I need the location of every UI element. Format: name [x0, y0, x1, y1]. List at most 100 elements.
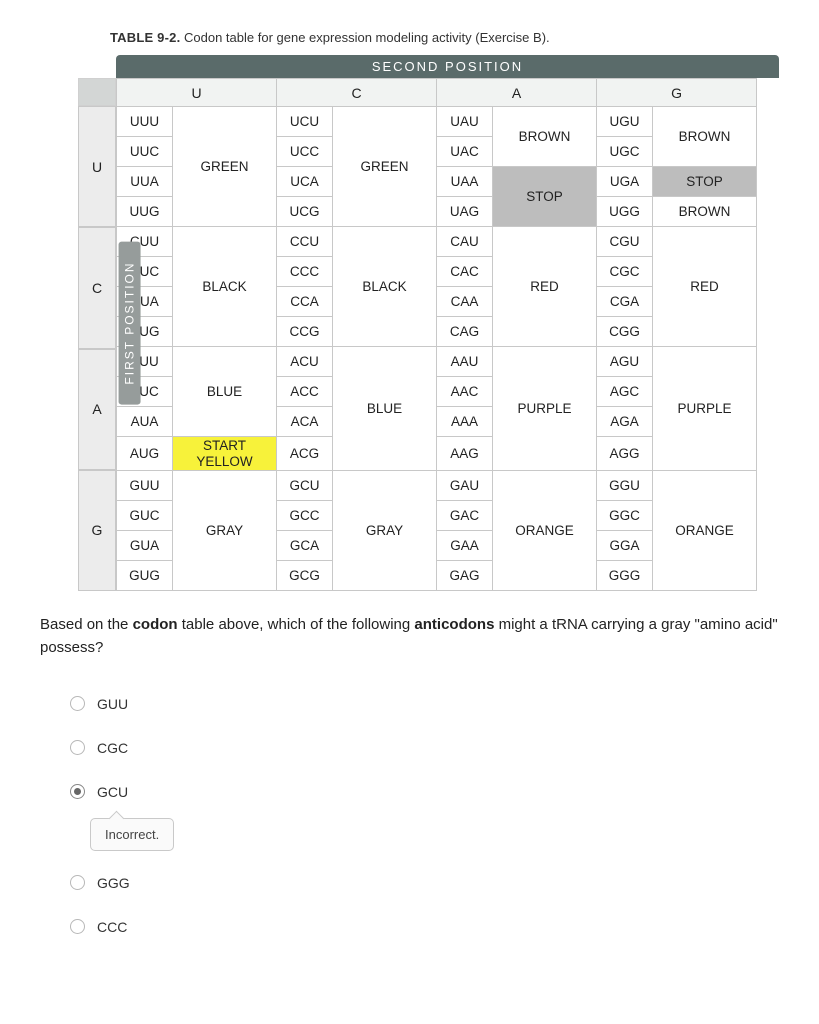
col-header-U: U [117, 79, 277, 107]
feedback-bubble: Incorrect. [90, 818, 174, 851]
choice-label: CGC [97, 740, 128, 756]
codon-cell: GGA [597, 531, 653, 561]
col-header-G: G [597, 79, 757, 107]
codon-cell: CGC [597, 257, 653, 287]
answer-choice[interactable]: CGC [40, 726, 779, 770]
codon-cell: UAC [437, 137, 493, 167]
codon-cell: CAG [437, 317, 493, 347]
codon-cell: GUU [117, 471, 173, 501]
codon-cell: CGU [597, 227, 653, 257]
codon-cell: AGC [597, 377, 653, 407]
codon-cell: CAA [437, 287, 493, 317]
codon-cell: UGA [597, 167, 653, 197]
codon-cell: AUA [117, 407, 173, 437]
radio-icon[interactable] [70, 875, 85, 890]
codon-cell: UUG [117, 197, 173, 227]
aa-cell: STARTYELLOW [173, 437, 277, 471]
codon-cell: UCC [277, 137, 333, 167]
caption-text: Codon table for gene expression modeling… [184, 30, 550, 45]
question-text: Based on the codon table above, which of… [40, 613, 779, 660]
aa-cell: BLACK [333, 227, 437, 347]
codon-cell: UAU [437, 107, 493, 137]
codon-cell: CGA [597, 287, 653, 317]
codon-cell: UUC [117, 137, 173, 167]
codon-table: U C A G UUUGREENUCUGREENUAUBROWNUGUBROWN… [116, 78, 757, 591]
codon-cell: AGA [597, 407, 653, 437]
codon-cell: CCC [277, 257, 333, 287]
aa-cell: BROWN [653, 107, 757, 167]
col-header-C: C [277, 79, 437, 107]
codon-cell: CCA [277, 287, 333, 317]
aa-cell: PURPLE [653, 347, 757, 471]
codon-cell: GCC [277, 501, 333, 531]
aa-cell: STOP [653, 167, 757, 197]
choice-label: GUU [97, 696, 128, 712]
codon-cell: ACA [277, 407, 333, 437]
answer-choice[interactable]: GUU [40, 682, 779, 726]
codon-cell: UGU [597, 107, 653, 137]
codon-cell: GGC [597, 501, 653, 531]
first-row-G: G [78, 470, 116, 591]
answer-choice[interactable]: GGG [40, 861, 779, 905]
answer-choice[interactable]: GCU [40, 770, 779, 814]
codon-cell: UAA [437, 167, 493, 197]
codon-cell: ACU [277, 347, 333, 377]
codon-cell: AUG [117, 437, 173, 471]
codon-cell: AAA [437, 407, 493, 437]
aa-cell: BLUE [333, 347, 437, 471]
codon-cell: GAC [437, 501, 493, 531]
first-position-column: U C A G [78, 78, 116, 591]
codon-cell: UGC [597, 137, 653, 167]
first-row-A: A [78, 349, 116, 470]
aa-cell: ORANGE [493, 471, 597, 591]
codon-cell: GUC [117, 501, 173, 531]
answer-choices: GUU CGC GCU Incorrect. GGG CCC [40, 682, 779, 949]
codon-cell: GUA [117, 531, 173, 561]
codon-cell: CAU [437, 227, 493, 257]
table-caption: TABLE 9-2. Codon table for gene expressi… [110, 30, 779, 45]
radio-icon[interactable] [70, 740, 85, 755]
aa-cell: RED [493, 227, 597, 347]
first-position-label: FIRST POSITION [119, 241, 141, 404]
answer-choice[interactable]: CCC [40, 905, 779, 949]
choice-label: GGG [97, 875, 130, 891]
codon-cell: UCA [277, 167, 333, 197]
codon-table-frame: SECOND POSITION FIRST POSITION U C A G U… [40, 55, 779, 591]
aa-cell: BROWN [653, 197, 757, 227]
aa-cell: STOP [493, 167, 597, 227]
first-row-C: C [78, 227, 116, 348]
radio-icon[interactable] [70, 919, 85, 934]
codon-cell: CAC [437, 257, 493, 287]
radio-icon[interactable] [70, 784, 85, 799]
codon-cell: GCU [277, 471, 333, 501]
codon-cell: UCU [277, 107, 333, 137]
col-header-A: A [437, 79, 597, 107]
codon-cell: GCG [277, 561, 333, 591]
aa-cell: GREEN [173, 107, 277, 227]
codon-cell: GCA [277, 531, 333, 561]
codon-cell: CGG [597, 317, 653, 347]
codon-cell: UUU [117, 107, 173, 137]
codon-cell: GGU [597, 471, 653, 501]
codon-cell: CCU [277, 227, 333, 257]
caption-label: TABLE 9-2. [110, 30, 180, 45]
codon-cell: UGG [597, 197, 653, 227]
codon-cell: UUA [117, 167, 173, 197]
codon-cell: AGG [597, 437, 653, 471]
codon-cell: AAG [437, 437, 493, 471]
second-position-header: SECOND POSITION [78, 55, 779, 78]
aa-cell: BLUE [173, 347, 277, 437]
aa-cell: ORANGE [653, 471, 757, 591]
second-position-label: SECOND POSITION [116, 55, 779, 78]
aa-cell: GREEN [333, 107, 437, 227]
radio-icon[interactable] [70, 696, 85, 711]
codon-cell: GGG [597, 561, 653, 591]
aa-cell: RED [653, 227, 757, 347]
choice-label: CCC [97, 919, 127, 935]
codon-cell: CCG [277, 317, 333, 347]
aa-cell: BLACK [173, 227, 277, 347]
codon-cell: GAU [437, 471, 493, 501]
codon-cell: UAG [437, 197, 493, 227]
codon-cell: ACC [277, 377, 333, 407]
codon-cell: GUG [117, 561, 173, 591]
